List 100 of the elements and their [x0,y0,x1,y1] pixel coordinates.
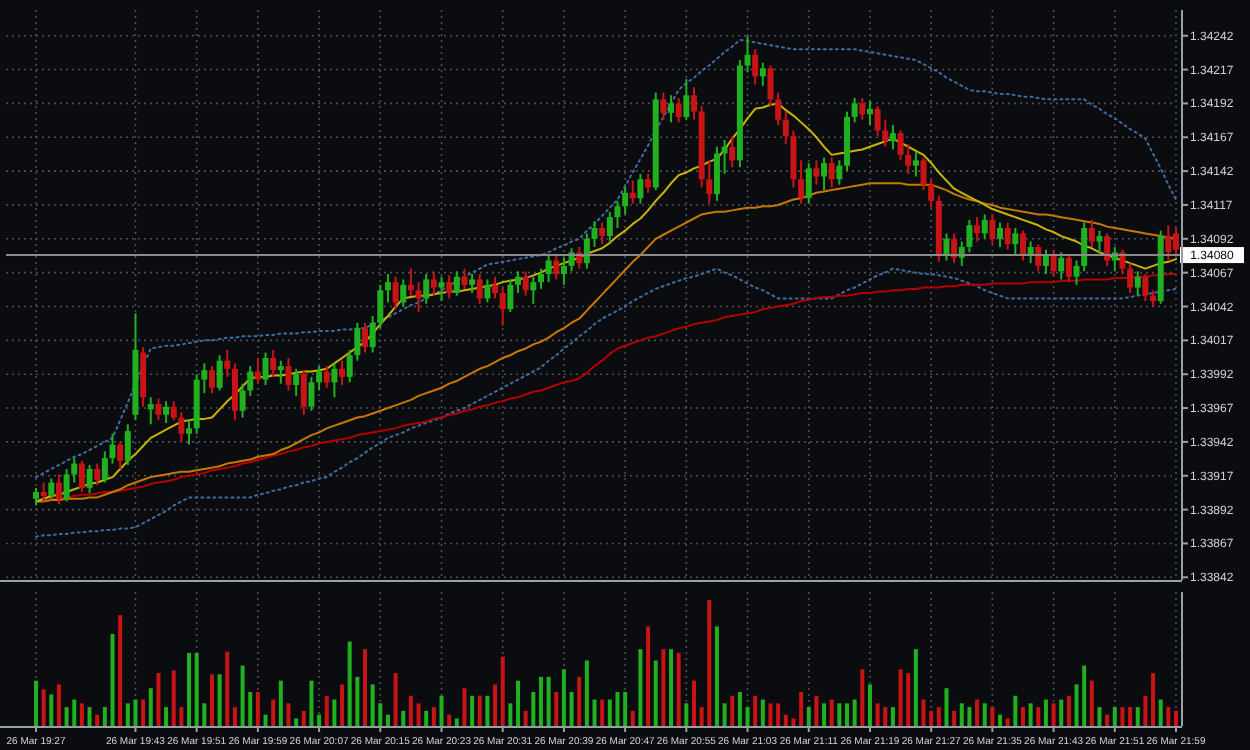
candlestick [407,267,414,297]
bar [49,694,54,726]
candlestick [1019,229,1026,262]
bar [34,680,38,726]
bar [79,703,84,726]
bar [890,707,895,726]
candlestick [1173,226,1179,257]
candlestick [492,275,499,300]
candlestick [277,359,284,385]
candlestick [1165,224,1172,262]
bar [982,703,987,726]
bar [118,615,123,726]
bar [1135,707,1140,726]
candlestick [147,396,154,426]
candlestick [484,278,491,304]
bar [1120,707,1125,726]
bar [967,707,972,726]
line-series [35,102,1177,503]
bar [1043,699,1048,726]
candlestick [361,321,368,354]
bar [110,634,115,726]
bar [707,600,712,726]
bar [439,695,444,726]
candlestick [821,156,828,192]
bar [921,699,926,726]
candlestick [981,213,988,240]
bar [148,688,153,726]
bar [913,649,918,726]
candlestick [453,270,460,297]
bar [799,691,804,726]
bar [523,710,528,726]
bar [753,695,758,726]
bar [393,673,398,726]
bar [362,649,367,726]
candlestick [78,459,85,493]
bar [768,703,773,726]
bar [638,649,643,726]
candlestick [1088,218,1095,248]
candlestick [224,348,231,378]
candlestick [461,267,468,290]
bar [837,703,842,726]
bar [783,714,788,726]
candlestick [1042,248,1049,276]
bar [217,674,222,726]
candlestick [660,91,667,121]
candlestick [752,48,759,86]
bar [1143,695,1148,726]
candlestick [775,91,782,127]
candlestick [974,216,981,243]
candlestick [476,273,483,305]
bar [1013,695,1018,726]
bar [286,703,291,726]
bar [1089,680,1094,726]
bar [424,710,429,726]
bar [936,707,941,726]
candlestick [400,278,407,308]
bar [577,676,582,726]
candlestick [216,354,223,392]
bar [990,707,995,726]
candlestick [163,400,170,424]
candlestick [124,423,131,466]
bar [125,703,130,726]
bar [347,641,352,726]
bar [1097,707,1102,726]
candlestick [637,172,644,205]
candlestick [140,346,147,408]
bar [829,699,834,726]
candlestick [813,159,820,186]
candlestick [721,138,728,175]
bar [102,707,107,726]
bar [385,714,390,726]
bar [255,691,260,726]
bar [546,676,551,726]
candlestick [591,220,598,248]
candlestick [94,462,101,487]
bar [1112,707,1117,726]
candlestick [668,94,675,124]
bar [516,680,521,726]
bar [569,691,574,726]
bar [661,649,666,726]
bar [653,660,658,726]
bar [87,707,92,726]
candlestick [629,179,636,205]
bar [845,703,850,726]
candlestick [889,124,896,151]
candlestick [713,145,720,202]
candlestick [997,221,1004,248]
candlestick [1142,273,1149,303]
candlestick [48,477,55,500]
bar [485,695,490,726]
candlestick [430,270,437,297]
candlestick [759,61,766,87]
bar [278,680,283,726]
candlestick [499,286,506,327]
bar [508,703,513,726]
candlestick [798,159,805,205]
line-series [35,267,1177,538]
bar [959,703,964,726]
bar [156,673,161,726]
candlestick [622,186,629,216]
